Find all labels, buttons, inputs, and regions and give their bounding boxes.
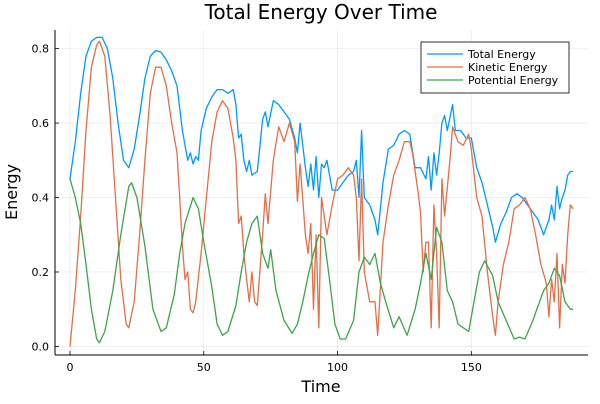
y-tick-label: 0.8 bbox=[32, 43, 50, 56]
axes: 0 50 100 150 0.0 0.2 0.4 0.6 0.8 bbox=[32, 30, 588, 374]
series-line-potential-energy bbox=[69, 178, 573, 344]
series-lines bbox=[69, 36, 574, 347]
x-tick-label: 0 bbox=[66, 361, 73, 374]
series-line-total-energy bbox=[69, 36, 573, 243]
legend-label: Total Energy bbox=[467, 48, 536, 61]
y-axis-label: Energy bbox=[2, 164, 21, 220]
y-tick-label: 0.2 bbox=[32, 266, 50, 279]
y-tick-label: 0.0 bbox=[32, 340, 50, 353]
x-tick-label: 100 bbox=[327, 361, 348, 374]
x-tick-label: 50 bbox=[197, 361, 211, 374]
series-line-kinetic-energy bbox=[69, 40, 574, 347]
x-tick-label: 150 bbox=[461, 361, 482, 374]
y-tick-label: 0.4 bbox=[32, 192, 50, 205]
legend-label: Kinetic Energy bbox=[468, 61, 548, 74]
legend-label: Potential Energy bbox=[468, 74, 559, 87]
y-tick-label: 0.6 bbox=[32, 117, 50, 130]
chart-title: Total Energy Over Time bbox=[204, 0, 438, 24]
x-axis-label: Time bbox=[300, 377, 340, 396]
